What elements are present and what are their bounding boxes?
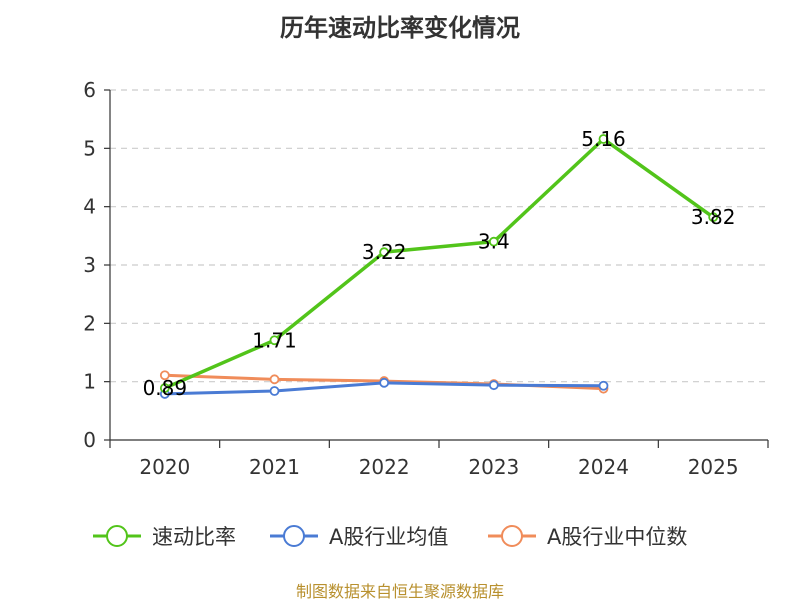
grid-layer — [110, 89, 768, 383]
source-note: 制图数据来自恒生聚源数据库 — [295, 582, 504, 601]
x-tick-label: 2020 — [139, 455, 190, 479]
x-tick-label: 2025 — [688, 455, 739, 479]
legend-label: A股行业中位数 — [547, 525, 687, 549]
legend-marker — [106, 525, 128, 547]
data-label: 5.16 — [581, 127, 626, 151]
data-point — [269, 386, 280, 396]
legend-label: 速动比率 — [152, 525, 236, 549]
y-tick-label: 1 — [83, 370, 96, 394]
legend-item: 速动比率 — [93, 525, 236, 549]
y-tick-label: 6 — [83, 78, 96, 102]
data-label: 3.22 — [362, 240, 407, 264]
data-point — [269, 335, 280, 346]
legend-marker — [283, 525, 305, 547]
data-point — [269, 374, 280, 385]
legend-item: A股行业中位数 — [488, 525, 687, 549]
y-tick-label: 0 — [83, 428, 96, 452]
data-label: 3.4 — [478, 230, 510, 254]
data-point — [488, 380, 499, 391]
y-tick-label: 4 — [83, 195, 96, 219]
y-tick-label: 2 — [83, 311, 96, 335]
x-tick-label: 2023 — [468, 455, 519, 479]
series-line-quick-ratio — [164, 137, 715, 390]
data-label-layer: 0.89 1.71 3.22 3.4 5.16 3.82 — [143, 127, 736, 400]
y-tick-label: 5 — [83, 136, 96, 160]
legend-item: A股行业均值 — [270, 525, 448, 549]
data-point — [159, 370, 170, 381]
data-point — [159, 383, 170, 393]
y-tick-label: 3 — [83, 253, 96, 277]
chart-title: 历年速动比率变化情况 — [280, 14, 520, 42]
data-point — [598, 134, 609, 144]
series-layer — [159, 134, 719, 399]
x-tick-label: 2022 — [359, 455, 410, 479]
x-tick-label: 2021 — [249, 455, 300, 479]
axis-layer: 0 1 2 3 4 5 6 2020 2021 2022 2023 2024 2025 — [83, 78, 769, 479]
data-point — [379, 247, 390, 258]
legend: 速动比率 A股行业均值 A股行业中位数 — [93, 525, 687, 549]
data-point — [488, 236, 499, 247]
data-label: 3.82 — [691, 205, 736, 229]
data-point — [708, 212, 719, 223]
data-label: 1.71 — [252, 328, 297, 352]
data-point — [598, 380, 609, 391]
x-tick-label: 2024 — [578, 455, 629, 479]
legend-marker — [501, 525, 523, 547]
data-point — [379, 377, 390, 388]
data-label: 0.89 — [143, 376, 188, 400]
legend-label: A股行业均值 — [329, 525, 448, 549]
